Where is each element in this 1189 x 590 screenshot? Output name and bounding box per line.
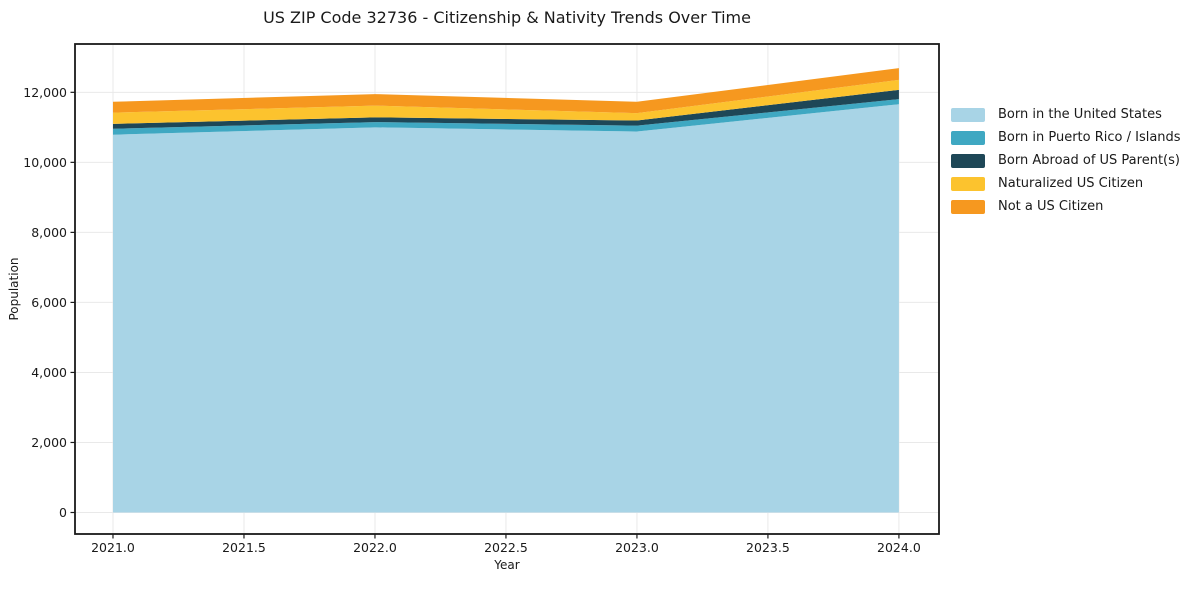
area-layer-born-in-the-united-states — [112, 104, 899, 513]
area-layer-not-a-us-citizen — [112, 68, 899, 114]
y-axis-label: Population — [7, 257, 21, 321]
legend-swatch-born-in-the-united-states — [951, 107, 985, 122]
x-axis-label: Year — [494, 558, 520, 572]
legend-label: Naturalized US Citizen — [998, 176, 1144, 191]
x-tick-label: 2023.0 — [615, 540, 659, 555]
legend-swatch-not-a-us-citizen — [951, 199, 985, 214]
y-tick-label: 10,000 — [23, 155, 67, 170]
chart-title: US ZIP Code 32736 - Citizenship & Nativi… — [263, 8, 751, 27]
legend-label: Not a US Citizen — [998, 199, 1104, 214]
legend-swatch-born-abroad-of-us-parent-s — [951, 153, 985, 168]
area-layer-born-abroad-of-us-parent-s — [112, 89, 899, 129]
legend-item-born-in-puerto-rico-islands: Born in Puerto Rico / Islands — [951, 126, 1181, 149]
legend-item-born-abroad-of-us-parent-s: Born Abroad of US Parent(s) — [951, 149, 1181, 172]
x-tick-label: 2024.0 — [877, 540, 921, 555]
legend-label: Born in Puerto Rico / Islands — [998, 130, 1181, 145]
plot-frame — [74, 43, 940, 535]
x-tick-label: 2022.0 — [353, 540, 397, 555]
legend-item-born-in-the-united-states: Born in the United States — [951, 103, 1181, 126]
y-tick-label: 0 — [59, 505, 67, 520]
area-layer-naturalized-us-citizen — [112, 79, 899, 124]
x-tick-label: 2021.0 — [91, 540, 135, 555]
y-tick-label: 12,000 — [23, 85, 67, 100]
y-tick-label: 8,000 — [31, 225, 67, 240]
legend-label: Born in the United States — [998, 107, 1162, 122]
area-layer-born-in-puerto-rico-islands — [112, 99, 899, 135]
legend-item-not-a-us-citizen: Not a US Citizen — [951, 195, 1181, 218]
y-tick-label: 2,000 — [31, 435, 67, 450]
legend: Born in the United States Born in Puerto … — [951, 103, 1181, 218]
y-tick-label: 6,000 — [31, 295, 67, 310]
legend-swatch-born-in-puerto-rico-islands — [951, 130, 985, 145]
legend-label: Born Abroad of US Parent(s) — [998, 153, 1180, 168]
y-tick-label: 4,000 — [31, 365, 67, 380]
x-tick-label: 2022.5 — [484, 540, 528, 555]
x-tick-label: 2023.5 — [746, 540, 790, 555]
x-tick-label: 2021.5 — [222, 540, 266, 555]
legend-swatch-naturalized-us-citizen — [951, 176, 985, 191]
legend-item-naturalized-us-citizen: Naturalized US Citizen — [951, 172, 1181, 195]
